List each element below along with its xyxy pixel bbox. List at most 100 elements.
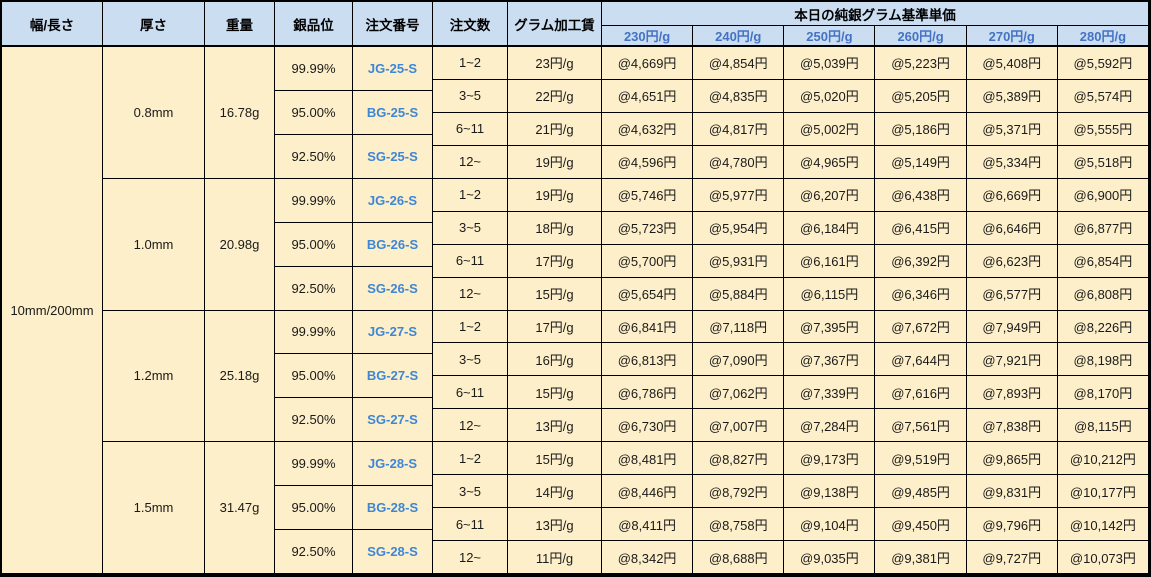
price-cell: @5,334円 — [966, 145, 1058, 179]
price-cell: @5,723円 — [602, 211, 694, 245]
order-code-link[interactable]: SG-26-S — [353, 266, 433, 311]
price-cell: @5,700円 — [602, 244, 694, 278]
price-cell: @6,646円 — [966, 211, 1058, 245]
price-cell: @7,949円 — [966, 310, 1058, 344]
price-cell: @6,841円 — [602, 310, 694, 344]
purity-cell: 95.00% — [275, 222, 353, 267]
price-cell: @9,796円 — [966, 508, 1058, 542]
order-qty-cell: 1~2 — [433, 178, 508, 212]
order-qty-cell: 3~5 — [433, 211, 508, 245]
price-cell: @4,651円 — [602, 79, 694, 113]
weight-cell: 25.18g — [205, 310, 275, 443]
price-cell: @9,831円 — [966, 475, 1058, 509]
price-cell: @8,115円 — [1057, 409, 1149, 443]
order-code-link[interactable]: JG-28-S — [353, 442, 433, 487]
purity-cell: 99.99% — [275, 178, 353, 223]
price-cell: @9,138円 — [784, 475, 876, 509]
order-code-link[interactable]: JG-26-S — [353, 178, 433, 223]
price-cell: @6,900円 — [1057, 178, 1149, 212]
price-cell: @5,592円 — [1057, 47, 1149, 80]
price-cell: @5,954円 — [693, 211, 785, 245]
price-cell: @6,877円 — [1057, 211, 1149, 245]
price-col-header-280: 280円/g — [1057, 26, 1149, 47]
price-cell: @5,002円 — [784, 112, 876, 146]
price-cell: @5,574円 — [1057, 79, 1149, 113]
price-cell: @9,035円 — [784, 541, 876, 574]
price-cell: @4,965円 — [784, 145, 876, 179]
order-code-link[interactable]: SG-27-S — [353, 398, 433, 443]
price-cell: @9,173円 — [784, 442, 876, 476]
purity-cell: 92.50% — [275, 134, 353, 179]
order-code-link[interactable]: SG-25-S — [353, 134, 433, 179]
order-qty-cell: 3~5 — [433, 475, 508, 509]
gram-fee-cell: 15円/g — [508, 376, 602, 410]
col-header-thickness: 厚さ — [103, 2, 205, 47]
gram-fee-cell: 19円/g — [508, 145, 602, 179]
price-cell: @5,205円 — [875, 79, 967, 113]
price-cell: @4,835円 — [693, 79, 785, 113]
price-col-header-250: 250円/g — [784, 26, 876, 47]
order-qty-cell: 12~ — [433, 541, 508, 574]
order-code-link[interactable]: BG-27-S — [353, 354, 433, 399]
weight-cell: 16.78g — [205, 47, 275, 179]
price-cell: @6,786円 — [602, 376, 694, 410]
price-cell: @5,186円 — [875, 112, 967, 146]
col-header-weight: 重量 — [205, 2, 275, 47]
price-cell: @5,931円 — [693, 244, 785, 278]
price-cell: @6,161円 — [784, 244, 876, 278]
gram-fee-cell: 14円/g — [508, 475, 602, 509]
price-col-header-270: 270円/g — [966, 26, 1058, 47]
price-cell: @9,381円 — [875, 541, 967, 574]
order-qty-cell: 1~2 — [433, 47, 508, 80]
purity-cell: 95.00% — [275, 354, 353, 399]
order-code-link[interactable]: BG-25-S — [353, 90, 433, 135]
price-cell: @8,688円 — [693, 541, 785, 574]
gram-fee-cell: 18円/g — [508, 211, 602, 245]
price-cell: @6,813円 — [602, 343, 694, 377]
price-cell: @8,758円 — [693, 508, 785, 542]
price-cell: @8,792円 — [693, 475, 785, 509]
gram-fee-cell: 21円/g — [508, 112, 602, 146]
price-cell: @6,854円 — [1057, 244, 1149, 278]
price-cell: @7,090円 — [693, 343, 785, 377]
price-cell: @7,672円 — [875, 310, 967, 344]
price-col-header-260: 260円/g — [875, 26, 967, 47]
gram-fee-cell: 23円/g — [508, 47, 602, 80]
price-cell: @7,616円 — [875, 376, 967, 410]
price-cell: @5,408円 — [966, 47, 1058, 80]
price-cell: @6,392円 — [875, 244, 967, 278]
price-cell: @8,342円 — [602, 541, 694, 574]
gram-fee-cell: 22円/g — [508, 79, 602, 113]
gram-fee-cell: 17円/g — [508, 310, 602, 344]
price-cell: @5,223円 — [875, 47, 967, 80]
price-cell: @5,389円 — [966, 79, 1058, 113]
gram-fee-cell: 15円/g — [508, 442, 602, 476]
gram-fee-cell: 19円/g — [508, 178, 602, 212]
order-code-link[interactable]: BG-26-S — [353, 222, 433, 267]
price-cell: @9,519円 — [875, 442, 967, 476]
price-cell: @7,561円 — [875, 409, 967, 443]
price-cell: @5,039円 — [784, 47, 876, 80]
price-cell: @6,669円 — [966, 178, 1058, 212]
col-header-width-length: 幅/長さ — [2, 2, 103, 47]
price-cell: @9,727円 — [966, 541, 1058, 574]
price-cell: @6,577円 — [966, 277, 1058, 311]
order-code-link[interactable]: JG-25-S — [353, 47, 433, 91]
col-header-order-qty: 注文数 — [433, 2, 508, 47]
price-cell: @8,411円 — [602, 508, 694, 542]
order-code-link[interactable]: BG-28-S — [353, 486, 433, 531]
price-cell: @7,284円 — [784, 409, 876, 443]
purity-cell: 99.99% — [275, 310, 353, 355]
order-code-link[interactable]: SG-28-S — [353, 530, 433, 574]
purity-cell: 92.50% — [275, 266, 353, 311]
order-qty-cell: 12~ — [433, 409, 508, 443]
price-cell: @6,438円 — [875, 178, 967, 212]
purity-cell: 99.99% — [275, 47, 353, 91]
price-cell: @9,485円 — [875, 475, 967, 509]
order-code-link[interactable]: JG-27-S — [353, 310, 433, 355]
price-cell: @4,854円 — [693, 47, 785, 80]
thickness-cell: 1.0mm — [103, 178, 205, 311]
price-cell: @7,367円 — [784, 343, 876, 377]
price-cell: @7,644円 — [875, 343, 967, 377]
